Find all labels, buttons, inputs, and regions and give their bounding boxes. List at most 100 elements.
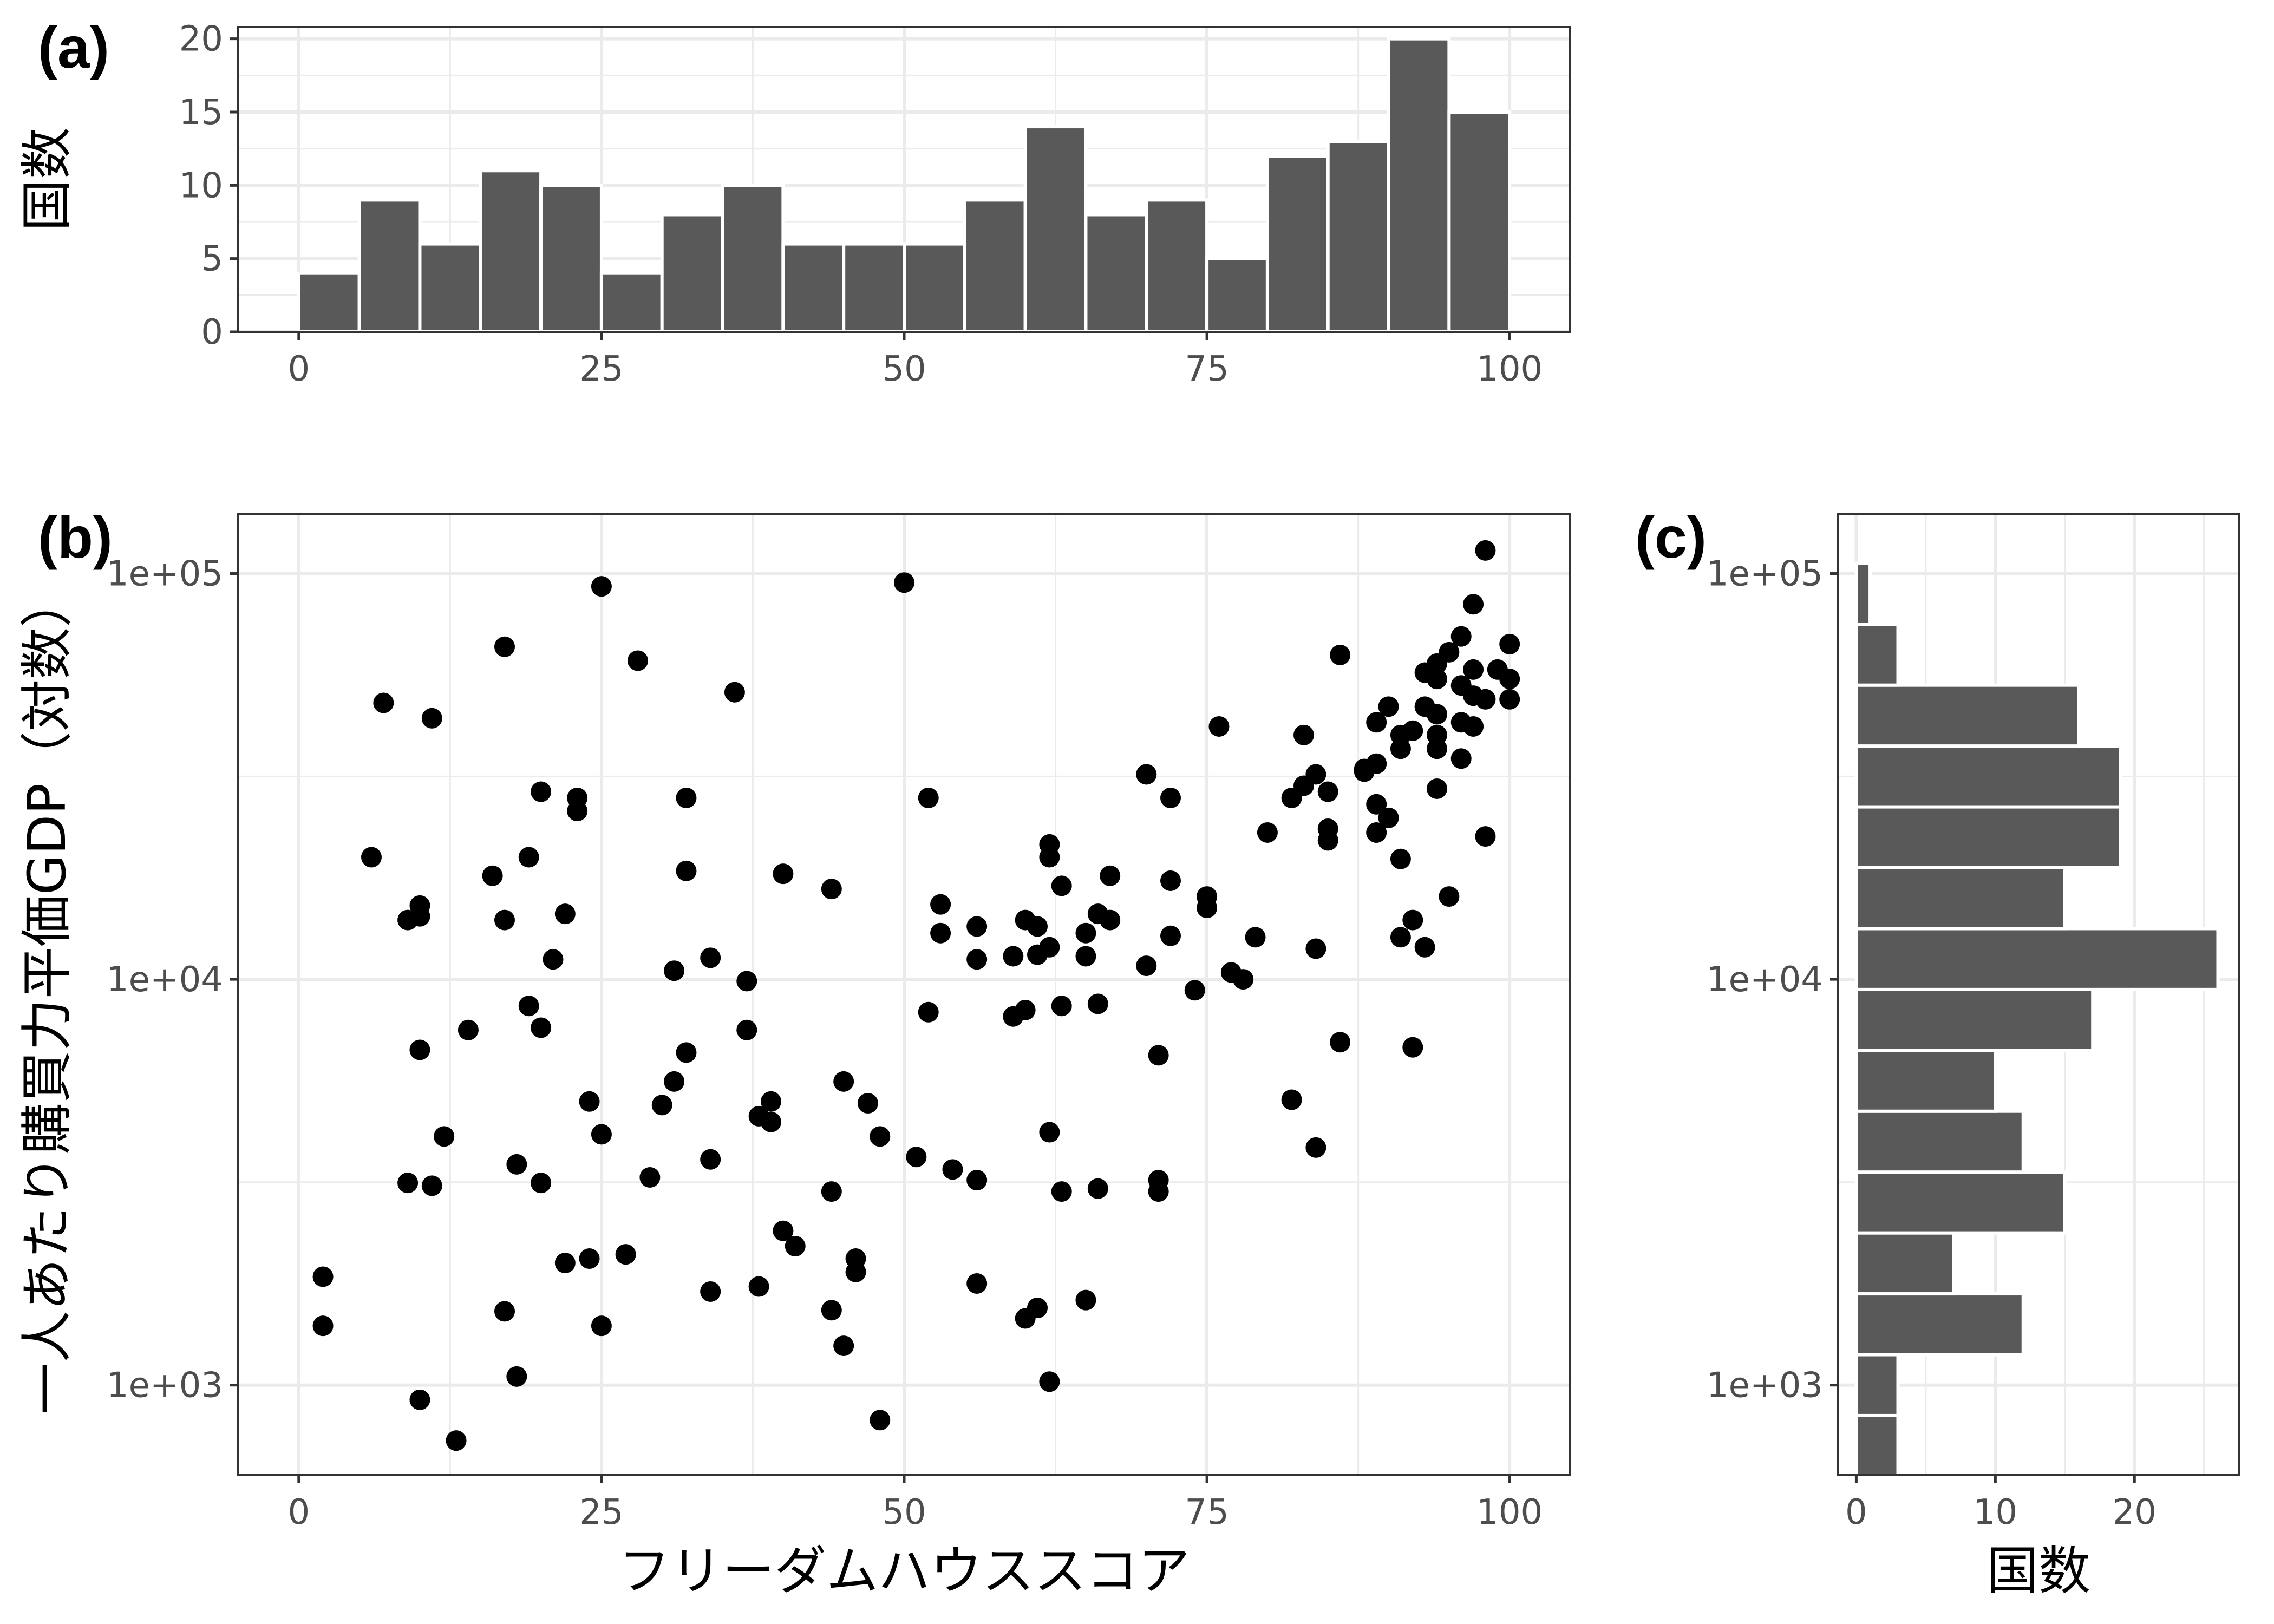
panel-c-bar [1854,1170,2067,1235]
panel-b-point [1293,724,1314,745]
panel-b-point [906,1147,927,1168]
panel-b-point [494,636,515,657]
panel-b-point [482,865,503,886]
panel-a-x-tick-label: 25 [579,349,623,389]
panel-a-bar [357,198,422,333]
panel-b-point [1087,1178,1108,1199]
panel-b-point [1402,1037,1423,1058]
panel-b-point [845,1261,866,1282]
panel-b-point [1027,916,1048,937]
panel-b-point [434,1126,455,1147]
panel-b-point [942,1159,963,1180]
panel-b-point [1015,999,1036,1020]
panel-b-point [494,909,515,931]
panel-b-point [1075,946,1096,967]
panel-b-point [1366,794,1387,815]
panel-b-point [918,787,939,808]
panel-b-point [1463,716,1484,737]
panel-b-point [615,1244,636,1265]
panel-a-bar [479,169,543,333]
panel-b-point [1305,1137,1327,1158]
panel-b-point [1208,716,1230,737]
panel-b-point [531,1173,552,1194]
panel-b-point [773,1220,794,1241]
panel-b-point [1463,594,1484,615]
panel-b-point [676,860,697,881]
panel-b-point [857,1093,878,1114]
panel-b-point [579,1248,600,1269]
panel-a-bar [963,198,1027,333]
panel-b-point [1075,1289,1096,1311]
panel-b-point [1378,696,1399,717]
panel-b-point [700,1281,721,1302]
panel-b-point [373,692,394,713]
panel-b-point [1475,689,1496,710]
panel-b-x-tick-label: 100 [1476,1492,1543,1533]
panel-b-point [409,906,430,927]
panel-a-histogram: (a) 0 25 50 75 100 0 5 10 15 20 国数 [17,15,1571,389]
panel-b-point [1039,1122,1060,1143]
panel-b-point [748,1276,769,1297]
panel-c-bar [1854,1109,2025,1174]
panel-b-point [676,787,697,808]
panel-c-bars [1854,561,2220,1478]
panel-b-point [446,1430,467,1451]
panel-c-bar [1854,561,1872,626]
panel-b-points [312,540,1520,1451]
panel-b-y-axis-title: 一人あたり購買力平価GDP（対数） [17,575,77,1415]
panel-b-point [639,1167,661,1188]
panel-b-point [591,576,612,597]
panel-b-point [894,572,914,593]
panel-b-point [1317,781,1338,802]
panel-b-point [966,1273,988,1294]
panel-b-point [506,1366,527,1387]
panel-c-histogram: (c) 0 10 20 1e+03 1e+04 1e+05 国数 [1635,505,2240,1601]
panel-b-point [1463,659,1484,680]
panel-a-bar [418,242,482,333]
panel-b-point [421,1175,442,1196]
panel-b-x-tick-label: 50 [882,1492,926,1533]
panel-b-point [664,1071,685,1092]
panel-b-point [930,894,951,915]
panel-b-point [458,1019,479,1040]
panel-b-point [1499,669,1520,690]
panel-c-y-tick-label: 1e+03 [1707,1366,1823,1406]
panel-b-x-tick-label: 25 [579,1492,623,1533]
panel-b-point [833,1071,854,1092]
panel-b-point [1160,925,1181,946]
panel-b-point [1439,641,1460,663]
panel-b-point [870,1410,891,1431]
panel-b-point [1427,704,1447,725]
panel-b-point [1039,847,1060,868]
panel-b-point [966,916,988,937]
panel-c-label: (c) [1635,505,1707,570]
panel-b-point [1317,830,1338,851]
panel-a-y-tick-label: 10 [179,166,223,206]
panel-b-point [1075,922,1096,944]
panel-b-point [312,1266,334,1287]
panel-b-point [1390,927,1411,948]
panel-b-point [736,1019,757,1040]
panel-a-bar [599,271,664,334]
panel-b-point [554,1253,576,1274]
panel-b-x-axis-title: フリーダムハウススコア [618,1541,1190,1601]
panel-b-x-tick-label: 75 [1185,1492,1229,1533]
panel-b-point [1184,980,1205,1001]
panel-b-point [554,903,576,925]
panel-c-y-tick-label: 1e+04 [1707,960,1823,1000]
panel-b-point [1051,996,1072,1017]
panel-b-point [785,1236,806,1257]
panel-b-point [1051,875,1072,896]
panel-b-y-tick-label: 1e+03 [107,1366,223,1406]
panel-b-point [421,708,442,729]
panel-b-point [1281,1089,1302,1110]
panel-b-point [1245,927,1266,948]
panel-b-point [1160,787,1181,808]
panel-b-point [1499,633,1520,654]
panel-c-bar [1854,927,2220,991]
panel-c-bar [1854,1413,1900,1478]
panel-b-point [1305,938,1327,959]
panel-b-point [821,1300,842,1321]
panel-a-bar [1084,213,1148,334]
panel-c-bar [1854,744,2122,809]
